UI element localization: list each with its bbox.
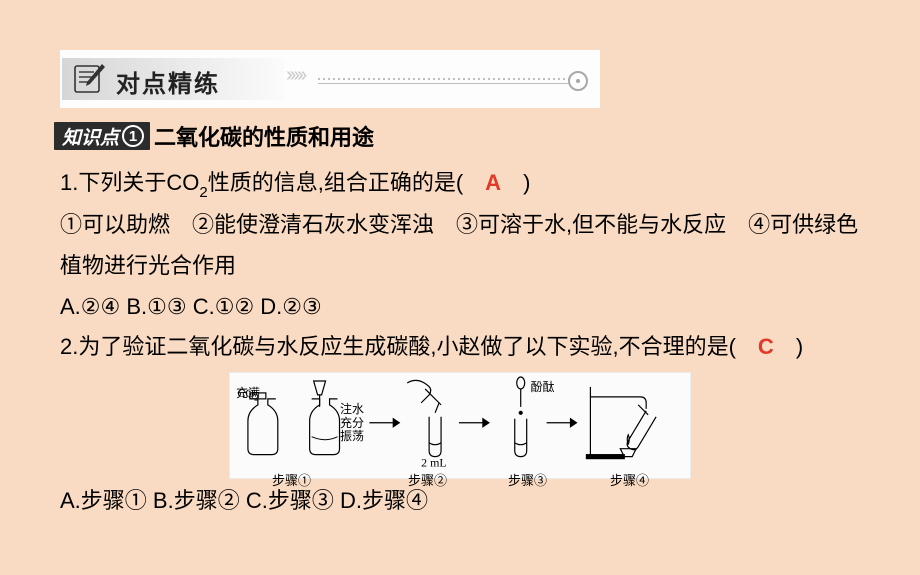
content-area: 1.下列关于CO2性质的信息,组合正确的是( A ) ①可以助燃 ②能使澄清石灰…	[60, 163, 860, 522]
header-banner: 对点精练 ›››››	[60, 50, 600, 108]
q2-opt-d: D.步骤④	[340, 488, 428, 513]
q1-answer: A	[485, 170, 501, 195]
kp-title: 二氧化碳的性质和用途	[154, 120, 374, 152]
q1-opt-d: D.②③	[260, 294, 321, 319]
q2-stem-c: )	[796, 334, 803, 359]
header-inner: 对点精练	[62, 58, 284, 100]
q1-circled-options: ①可以助燃 ②能使澄清石灰水变浑浊 ③可溶于水,但不能与水反应 ④可供绿色植物进…	[60, 205, 860, 286]
q2-options-row: A.步骤① B.步骤② C.步骤③ D.步骤④	[60, 481, 860, 522]
step-label-1: 步骤①	[272, 474, 311, 487]
header-solid-line	[318, 83, 578, 84]
kp-badge-number: 1	[122, 125, 144, 147]
svg-text:2 mL: 2 mL	[421, 455, 447, 469]
step-label-3: 步骤③	[508, 474, 547, 487]
header-title: 对点精练	[116, 64, 220, 99]
kp-badge-text: 知识点	[62, 123, 119, 150]
q2-stem: 2.为了验证二氧化碳与水反应生成碳酸,小赵做了以下实验,不合理的是( C )	[60, 327, 860, 368]
q1-stem-c: )	[523, 170, 530, 195]
diagram-co2-label: 充满CO2	[236, 393, 260, 397]
q1-opt-a: A.②④	[60, 294, 120, 319]
header-end-circle-icon	[568, 71, 588, 91]
q1-sub2: 2	[199, 184, 207, 201]
q1-stem-a: 1.下列关于CO	[60, 170, 199, 195]
q1-stem: 1.下列关于CO2性质的信息,组合正确的是( A )	[60, 163, 860, 205]
svg-text:酚酞: 酚酞	[531, 379, 555, 394]
q2-opt-c: C.步骤③	[246, 488, 334, 513]
kp-badge: 知识点 1	[54, 122, 150, 150]
q2-answer: C	[758, 334, 774, 359]
pencil-note-icon	[72, 62, 106, 96]
step-label-4: 步骤④	[610, 474, 649, 487]
q2-diagram-wrap: 2 mL 酚酞	[60, 372, 860, 479]
q1-opt-b: B.①③	[126, 294, 186, 319]
chevrons-icon: ›››››	[286, 64, 304, 87]
q2-opt-a: A.步骤①	[60, 488, 147, 513]
diagram-pour-label: 注水充分振荡	[340, 403, 364, 444]
q2-stem-a: 2.为了验证二氧化碳与水反应生成碳酸,小赵做了以下实验,不合理的是(	[60, 334, 736, 359]
q1-opt-c: C.①②	[193, 294, 254, 319]
knowledge-point-row: 知识点 1 二氧化碳的性质和用途	[54, 121, 374, 151]
q1-options-row: A.②④ B.①③ C.①② D.②③	[60, 287, 860, 328]
step-label-2: 步骤②	[408, 474, 447, 487]
header-dash-line	[318, 78, 578, 80]
q1-stem-b: 性质的信息,组合正确的是(	[208, 170, 463, 195]
experiment-diagram-icon: 2 mL 酚酞	[230, 373, 690, 480]
q2-diagram: 2 mL 酚酞	[229, 372, 691, 479]
q2-opt-b: B.步骤②	[153, 488, 240, 513]
